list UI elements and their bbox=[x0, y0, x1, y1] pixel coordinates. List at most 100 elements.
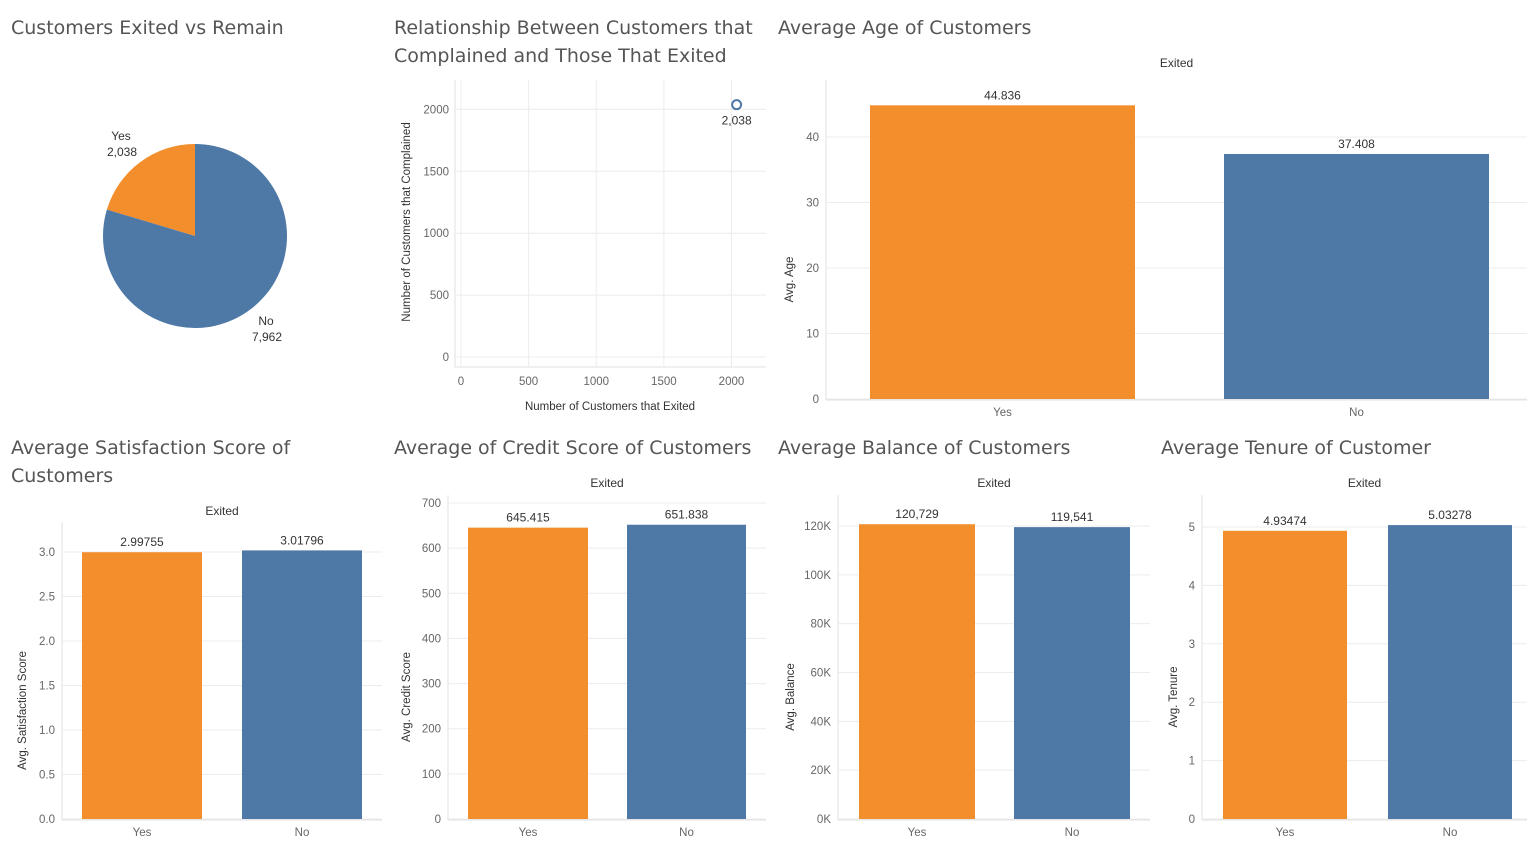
satisfaction-y-tick: 3.0 bbox=[39, 547, 55, 559]
balance-bar-yes[interactable] bbox=[859, 524, 975, 819]
balance-y-tick: 60K bbox=[811, 668, 832, 680]
credit-bar-yes[interactable] bbox=[468, 527, 588, 819]
tenure-y-tick: 5 bbox=[1189, 522, 1195, 534]
satisfaction-y-axis-title: Avg. Satisfaction Score bbox=[17, 651, 29, 770]
age-y-tick: 40 bbox=[806, 132, 819, 144]
balance-y-tick: 40K bbox=[811, 716, 832, 728]
balance-category-no: No bbox=[1065, 827, 1080, 839]
tenure-y-axis-title: Avg. Tenure bbox=[1168, 667, 1180, 728]
scatter-y-tick: 500 bbox=[430, 290, 449, 302]
tenure-y-tick: 4 bbox=[1189, 580, 1196, 592]
credit-category-no: No bbox=[679, 827, 694, 839]
pie-label-no-name: No bbox=[258, 314, 274, 328]
balance-y-axis-title: Avg. Balance bbox=[785, 663, 797, 731]
age-y-tick: 20 bbox=[806, 263, 819, 275]
credit-y-axis-title: Avg. Credit Score bbox=[401, 652, 413, 742]
satisfaction-bar-chart: Exited 0.0 0.5 1.0 1.5 2.0 2.5 3.0 Avg. Satisfac… bbox=[17, 504, 382, 839]
tenure-bar-yes[interactable] bbox=[1223, 530, 1347, 819]
credit-y-tick: 600 bbox=[422, 543, 441, 555]
pie-label-yes-value: 2,038 bbox=[107, 145, 137, 159]
scatter-point[interactable] bbox=[731, 99, 743, 111]
tenure-y-tick: 1 bbox=[1189, 756, 1195, 768]
scatter-y-tick: 1000 bbox=[423, 228, 449, 240]
satisfaction-bar-label-yes: 2.99755 bbox=[120, 535, 164, 549]
scatter-x-tick: 0 bbox=[458, 376, 464, 388]
balance-y-tick: 20K bbox=[811, 765, 832, 777]
scatter-x-tick: 2000 bbox=[719, 376, 745, 388]
satisfaction-y-tick: 2.5 bbox=[39, 592, 55, 604]
tenure-y-tick: 3 bbox=[1189, 639, 1195, 651]
pie-slice-yes[interactable] bbox=[106, 144, 195, 236]
age-y-tick: 30 bbox=[806, 198, 819, 210]
credit-header: Exited bbox=[590, 476, 623, 490]
balance-y-tick: 100K bbox=[804, 570, 831, 582]
scatter-y-tick: 0 bbox=[443, 352, 449, 364]
pie-label-no-value: 7,962 bbox=[252, 330, 282, 344]
satisfaction-category-no: No bbox=[295, 827, 310, 839]
credit-bar-label-no: 651.838 bbox=[665, 508, 709, 522]
balance-bar-no[interactable] bbox=[1014, 527, 1130, 819]
scatter-x-axis-title: Number of Customers that Exited bbox=[525, 401, 695, 413]
satisfaction-header: Exited bbox=[205, 504, 238, 518]
tenure-bar-label-yes: 4.93474 bbox=[1263, 514, 1307, 528]
credit-category-yes: Yes bbox=[519, 827, 538, 839]
satisfaction-y-tick: 1.5 bbox=[39, 681, 55, 693]
tenure-category-yes: Yes bbox=[1276, 827, 1295, 839]
age-y-axis-title: Avg. Age bbox=[784, 257, 796, 303]
credit-y-tick: 300 bbox=[422, 679, 441, 691]
age-bar-label-yes: 44.836 bbox=[984, 88, 1021, 102]
credit-bar-chart: Exited 0 100 200 300 400 500 600 700 Avg. Credit … bbox=[401, 476, 766, 839]
credit-y-tick: 0 bbox=[435, 814, 441, 826]
age-category-no: No bbox=[1349, 407, 1364, 419]
tenure-header: Exited bbox=[1348, 476, 1381, 490]
tenure-chart-title: Average Tenure of Customer bbox=[1161, 437, 1431, 459]
credit-chart-title: Average of Credit Score of Customers bbox=[394, 437, 752, 459]
satisfaction-category-yes: Yes bbox=[133, 827, 152, 839]
balance-bar-label-yes: 120,729 bbox=[895, 507, 939, 521]
tenure-bar-chart: Exited 0 1 2 3 4 5 Avg. Tenure 4.93474 Yes 5.03278… bbox=[1168, 476, 1527, 839]
satisfaction-y-tick: 2.0 bbox=[39, 636, 55, 648]
credit-bar-label-yes: 645.415 bbox=[506, 511, 550, 525]
age-header: Exited bbox=[1160, 56, 1193, 70]
scatter-y-tick: 2000 bbox=[423, 104, 449, 116]
scatter-y-axis-title: Number of Customers that Complained bbox=[401, 122, 413, 321]
age-bar-no[interactable] bbox=[1224, 153, 1489, 399]
balance-header: Exited bbox=[977, 476, 1010, 490]
credit-y-tick: 500 bbox=[422, 588, 441, 600]
age-bar-chart: Exited 0 10 20 30 40 Avg. Age 44.836 Yes 37.408 No bbox=[784, 56, 1527, 419]
satisfaction-bar-no[interactable] bbox=[242, 550, 362, 819]
tenure-bar-no[interactable] bbox=[1388, 525, 1512, 819]
tenure-bar-label-no: 5.03278 bbox=[1428, 508, 1472, 522]
age-category-yes: Yes bbox=[993, 407, 1012, 419]
credit-bar-no[interactable] bbox=[627, 524, 746, 819]
satisfaction-y-tick: 1.0 bbox=[39, 725, 55, 737]
satisfaction-bar-yes[interactable] bbox=[82, 552, 202, 819]
scatter-x-tick: 1500 bbox=[651, 376, 677, 388]
age-y-tick: 0 bbox=[813, 394, 819, 406]
age-bar-yes[interactable] bbox=[870, 105, 1135, 399]
age-y-tick: 10 bbox=[806, 329, 819, 341]
balance-bar-chart: Exited 0K 20K 40K 60K 80K 100K 120K Avg. Balance… bbox=[785, 476, 1150, 839]
balance-y-tick: 120K bbox=[804, 521, 831, 533]
scatter-point-label: 2,038 bbox=[722, 114, 752, 128]
balance-y-tick: 80K bbox=[811, 619, 832, 631]
pie-chart-title: Customers Exited vs Remain bbox=[11, 17, 284, 39]
scatter-x-tick: 1000 bbox=[583, 376, 609, 388]
age-chart-title: Average Age of Customers bbox=[778, 17, 1032, 39]
balance-category-yes: Yes bbox=[908, 827, 927, 839]
age-bar-label-no: 37.408 bbox=[1338, 137, 1375, 151]
tenure-category-no: No bbox=[1443, 827, 1458, 839]
satisfaction-chart-title: Average Satisfaction Score of Customers bbox=[11, 437, 291, 487]
tenure-y-tick: 2 bbox=[1189, 697, 1195, 709]
pie-slice-no[interactable] bbox=[103, 144, 287, 328]
scatter-chart-title: Relationship Between Customers that Comp… bbox=[394, 17, 753, 67]
credit-y-tick: 200 bbox=[422, 724, 441, 736]
satisfaction-y-tick: 0.0 bbox=[39, 814, 55, 826]
balance-bar-label-no: 119,541 bbox=[1051, 510, 1094, 524]
credit-y-tick: 100 bbox=[422, 769, 441, 781]
pie-label-yes-name: Yes bbox=[111, 129, 131, 143]
scatter-x-tick: 500 bbox=[519, 376, 538, 388]
